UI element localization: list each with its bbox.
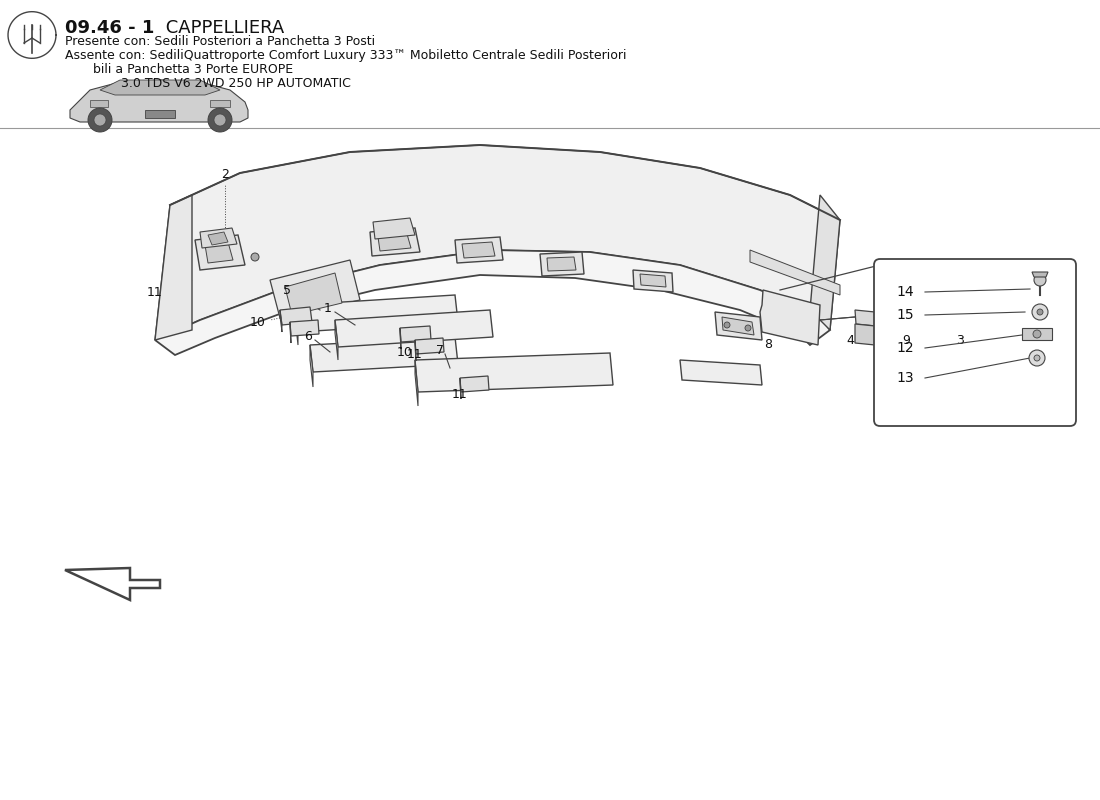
Polygon shape [195, 235, 245, 270]
Text: 11: 11 [407, 349, 422, 362]
Polygon shape [378, 234, 411, 251]
Text: CAPPELLIERA: CAPPELLIERA [160, 19, 284, 37]
Circle shape [1032, 304, 1048, 320]
Polygon shape [208, 232, 228, 245]
Circle shape [88, 108, 112, 132]
Polygon shape [210, 100, 230, 107]
Circle shape [898, 340, 902, 344]
Circle shape [950, 347, 960, 357]
Polygon shape [415, 360, 418, 406]
Polygon shape [65, 568, 160, 600]
Text: 15: 15 [896, 308, 914, 322]
Polygon shape [155, 195, 192, 340]
Text: bili a Panchetta 3 Porte EUROPE: bili a Panchetta 3 Porte EUROPE [65, 63, 293, 76]
Polygon shape [680, 360, 762, 385]
Text: 9: 9 [902, 334, 910, 346]
Polygon shape [90, 100, 108, 107]
Polygon shape [460, 376, 490, 392]
Polygon shape [810, 195, 840, 330]
Polygon shape [415, 338, 444, 354]
Text: 12: 12 [896, 341, 914, 355]
Polygon shape [547, 257, 576, 271]
Text: 8: 8 [764, 338, 772, 350]
Polygon shape [336, 320, 338, 360]
Text: 11: 11 [452, 389, 468, 402]
Polygon shape [855, 310, 896, 328]
Circle shape [1037, 309, 1043, 315]
Text: 6: 6 [304, 330, 312, 342]
Polygon shape [750, 250, 840, 295]
Circle shape [724, 322, 730, 328]
Polygon shape [415, 353, 613, 392]
Polygon shape [336, 310, 493, 347]
Circle shape [895, 337, 905, 347]
Polygon shape [155, 145, 840, 340]
Polygon shape [310, 337, 458, 372]
Text: 1: 1 [324, 302, 332, 314]
Polygon shape [400, 326, 431, 342]
Polygon shape [70, 80, 248, 122]
Polygon shape [280, 310, 282, 332]
Polygon shape [145, 110, 175, 118]
Circle shape [251, 253, 258, 261]
Polygon shape [722, 317, 754, 335]
Text: 3.0 TDS V6 2WD 250 HP AUTOMATIC: 3.0 TDS V6 2WD 250 HP AUTOMATIC [65, 77, 351, 90]
Text: 5: 5 [283, 285, 292, 298]
FancyBboxPatch shape [874, 259, 1076, 426]
Text: 11: 11 [147, 286, 163, 299]
Polygon shape [280, 307, 312, 325]
Text: 09.46 - 1: 09.46 - 1 [65, 19, 154, 37]
Circle shape [1034, 355, 1040, 361]
Circle shape [1034, 274, 1046, 286]
Polygon shape [370, 228, 420, 256]
Polygon shape [928, 308, 970, 328]
Circle shape [1028, 350, 1045, 366]
Polygon shape [640, 274, 666, 287]
Polygon shape [945, 328, 965, 352]
Polygon shape [285, 273, 342, 315]
Text: 14: 14 [896, 285, 914, 299]
Polygon shape [855, 324, 875, 345]
Text: 3: 3 [956, 334, 964, 346]
Text: 2: 2 [221, 169, 229, 182]
Polygon shape [205, 242, 233, 263]
Polygon shape [715, 312, 762, 340]
Polygon shape [373, 218, 415, 239]
Polygon shape [462, 242, 495, 258]
Circle shape [1033, 330, 1041, 338]
Polygon shape [155, 250, 830, 355]
Polygon shape [295, 305, 298, 345]
Circle shape [208, 108, 232, 132]
Text: Presente con: Sedili Posteriori a Panchetta 3 Posti: Presente con: Sedili Posteriori a Panche… [65, 35, 375, 48]
Text: 7: 7 [436, 343, 444, 357]
Text: Assente con: SediliQuattroporte Comfort Luxury 333™ Mobiletto Centrale Sedili Po: Assente con: SediliQuattroporte Comfort … [65, 49, 627, 62]
Polygon shape [295, 295, 458, 332]
Text: 10: 10 [397, 346, 412, 358]
Polygon shape [290, 320, 319, 336]
Text: 13: 13 [896, 371, 914, 385]
Polygon shape [270, 260, 360, 318]
Polygon shape [540, 252, 584, 276]
Polygon shape [1032, 272, 1048, 277]
Circle shape [94, 114, 106, 126]
Polygon shape [760, 290, 820, 345]
Polygon shape [632, 270, 673, 292]
Text: 4: 4 [846, 334, 854, 346]
Text: 10: 10 [250, 315, 266, 329]
Polygon shape [200, 228, 236, 248]
Circle shape [745, 325, 751, 331]
Circle shape [214, 114, 225, 126]
Polygon shape [895, 312, 905, 317]
Polygon shape [1022, 328, 1052, 340]
Polygon shape [100, 80, 220, 95]
Polygon shape [455, 237, 503, 263]
Polygon shape [310, 345, 314, 387]
